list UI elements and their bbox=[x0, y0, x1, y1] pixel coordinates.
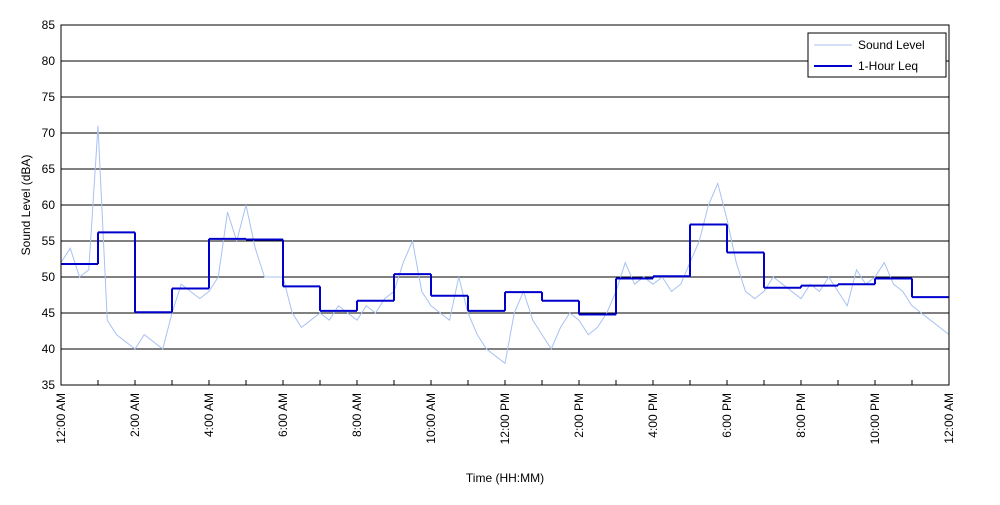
x-tick-label: 6:00 AM bbox=[276, 393, 290, 437]
y-tick-label: 70 bbox=[42, 126, 56, 140]
y-tick-label: 85 bbox=[42, 18, 56, 32]
legend-label: Sound Level bbox=[858, 38, 925, 52]
y-tick-label: 80 bbox=[42, 54, 56, 68]
y-tick-label: 40 bbox=[42, 342, 56, 356]
x-axis-label: Time (HH:MM) bbox=[466, 471, 544, 485]
legend-box bbox=[807, 32, 947, 78]
y-tick-label: 65 bbox=[42, 162, 56, 176]
y-tick-label: 50 bbox=[42, 270, 56, 284]
x-tick-label: 12:00 AM bbox=[54, 393, 68, 444]
y-tick-label: 35 bbox=[42, 378, 56, 392]
y-tick-label: 55 bbox=[42, 234, 56, 248]
x-tick-label: 8:00 AM bbox=[350, 393, 364, 437]
x-tick-label: 10:00 AM bbox=[424, 393, 438, 444]
x-tick-label: 12:00 AM bbox=[942, 393, 956, 444]
x-tick-label: 6:00 PM bbox=[720, 393, 734, 438]
x-tick-label: 2:00 AM bbox=[128, 393, 142, 437]
x-tick-label: 2:00 PM bbox=[572, 393, 586, 438]
y-axis-label: Sound Level (dBA) bbox=[19, 155, 33, 256]
y-tick-label: 60 bbox=[42, 198, 56, 212]
x-tick-label: 10:00 PM bbox=[868, 393, 882, 444]
x-tick-label: 4:00 PM bbox=[646, 393, 660, 438]
y-tick-label: 75 bbox=[42, 90, 56, 104]
x-tick-label: 12:00 PM bbox=[498, 393, 512, 444]
plot-border bbox=[60, 24, 950, 386]
y-tick-label: 45 bbox=[42, 306, 56, 320]
x-tick-label: 4:00 AM bbox=[202, 393, 216, 437]
x-tick-label: 8:00 PM bbox=[794, 393, 808, 438]
legend-label: 1-Hour Leq bbox=[858, 59, 918, 73]
sound-level-line bbox=[60, 125, 950, 365]
